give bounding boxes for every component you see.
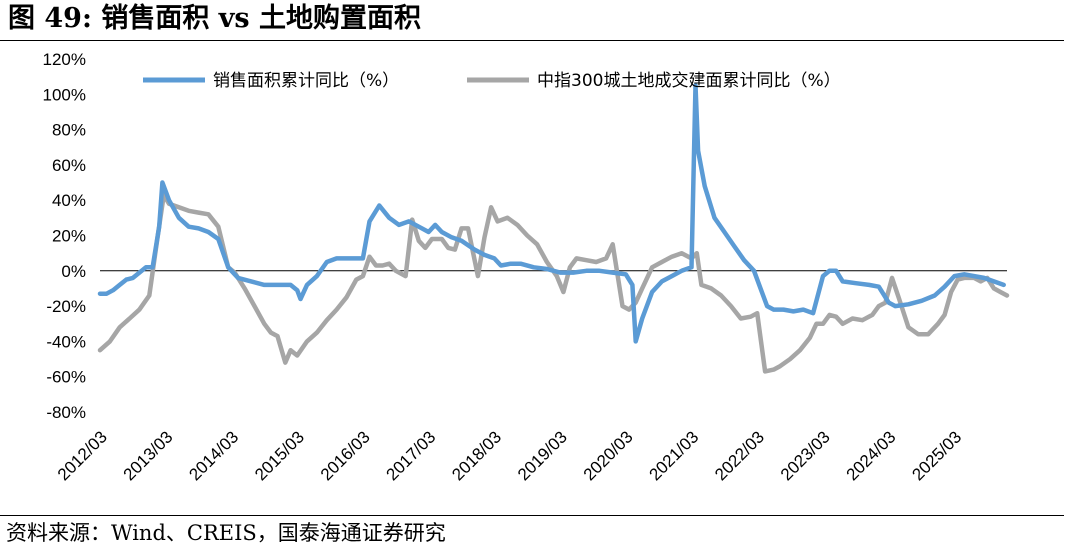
series-line-sales-area — [97, 83, 1006, 344]
x-tick-label: 2022/03 — [711, 427, 768, 484]
x-tick-label: 2021/03 — [645, 427, 702, 484]
x-tick-label: 2020/03 — [580, 427, 637, 484]
y-tick-label: 0% — [61, 262, 86, 281]
x-tick-label: 2024/03 — [843, 427, 900, 484]
x-axis-ticks: 2012/03 2013/03 2014/03 2015/03 2016/03 2017/… — [54, 427, 965, 484]
x-tick-label: 2012/03 — [54, 427, 111, 484]
y-tick-label: -40% — [46, 332, 86, 351]
y-tick-label: -80% — [46, 403, 86, 422]
chart-legend: 销售面积累计同比（%） 中指300城土地成交建面累计同比（%） — [143, 71, 841, 91]
x-tick-label: 2018/03 — [448, 427, 505, 484]
legend-land-area-label: 中指300城土地成交建面累计同比（%） — [537, 71, 841, 91]
x-tick-label: 2013/03 — [120, 427, 177, 484]
y-axis-ticks: 120% 100% 80% 60% 40% 20% 0% -20% -40% -60% -80% — [43, 50, 86, 422]
y-tick-label: 100% — [43, 85, 86, 104]
series-lines — [97, 83, 1010, 374]
y-tick-label: 60% — [52, 156, 86, 175]
source-note: 资料来源：Wind、CREIS，国泰海通证券研究 — [6, 521, 446, 545]
x-tick-label: 2017/03 — [383, 427, 440, 484]
x-tick-label: 2023/03 — [777, 427, 834, 484]
title-rule — [0, 40, 1064, 41]
legend-sales-area-label: 销售面积累计同比（%） — [213, 71, 399, 91]
y-tick-label: 80% — [52, 121, 86, 140]
x-tick-label: 2014/03 — [185, 427, 242, 484]
x-tick-label: 2015/03 — [251, 427, 308, 484]
figure-title: 图 49: 销售面积 vs 土地购置面积 — [8, 3, 422, 34]
x-tick-label: 2016/03 — [317, 427, 374, 484]
source-rule — [0, 515, 1064, 516]
y-tick-label: -20% — [46, 297, 86, 316]
y-tick-label: 20% — [52, 227, 86, 246]
y-tick-label: -60% — [46, 368, 86, 387]
x-tick-label: 2025/03 — [908, 427, 965, 484]
y-tick-label: 40% — [52, 191, 86, 210]
line-chart: 120% 100% 80% 60% 40% 20% 0% -20% -40% -60% -80% 2… — [43, 50, 1010, 484]
x-tick-label: 2019/03 — [514, 427, 571, 484]
series-line-land-area — [97, 192, 1010, 374]
y-tick-label: 120% — [43, 50, 86, 69]
